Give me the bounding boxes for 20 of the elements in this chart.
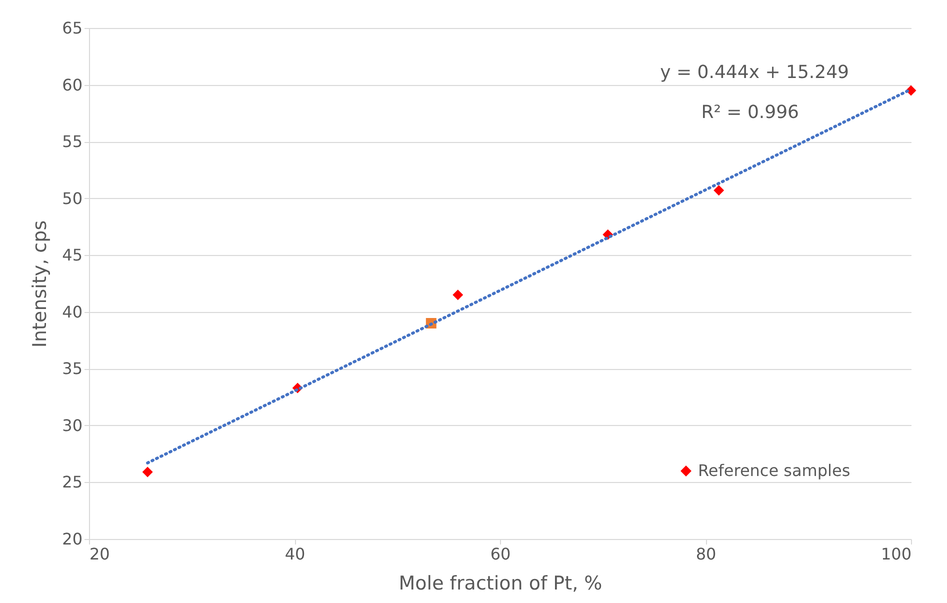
- y-tick-label: 25: [62, 472, 82, 492]
- legend-label: Reference samples: [698, 461, 850, 480]
- y-tick-label: 20: [62, 530, 82, 548]
- y-axis-title: Intensity, cps: [29, 220, 52, 348]
- annotation: R² = 0.996: [701, 102, 799, 123]
- annotation: y = 0.444x + 15.249: [660, 62, 849, 83]
- x-tick-label: 80: [696, 544, 716, 564]
- x-tick-label: 60: [490, 544, 511, 564]
- x-tick-label: 100: [880, 544, 912, 564]
- x-axis-title: Mole fraction of Pt, %: [398, 572, 602, 594]
- y-tick-label: 55: [62, 132, 82, 152]
- y-tick-label: 30: [62, 416, 82, 435]
- y-tick-label: 35: [62, 359, 82, 378]
- y-tick-label: 40: [62, 302, 82, 322]
- x-tick-label: 40: [284, 544, 306, 564]
- y-tick-label: 50: [62, 188, 82, 208]
- x-tick-label: 20: [90, 544, 110, 564]
- y-tick-label: 45: [62, 246, 82, 265]
- y-tick-label: 65: [62, 18, 82, 38]
- y-tick-label: 60: [62, 75, 82, 94]
